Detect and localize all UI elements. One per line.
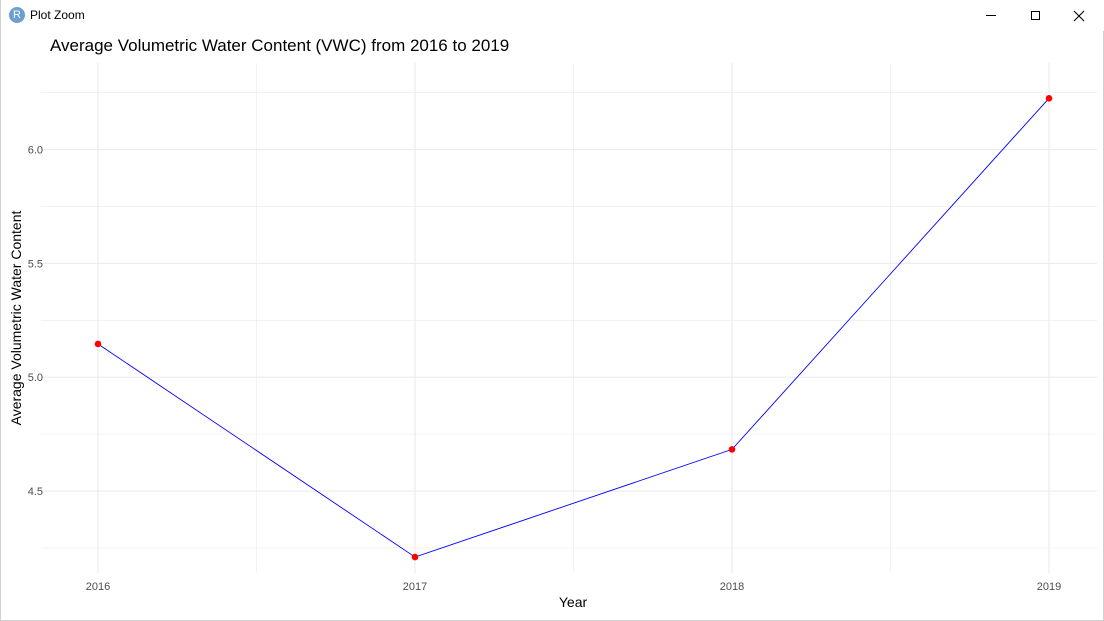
major-gridlines	[41, 63, 1097, 573]
x-tick-label: 2016	[86, 581, 110, 593]
y-tick-label: 5.5	[28, 258, 43, 270]
series-line	[97, 97, 1050, 558]
series-points	[94, 94, 1053, 561]
minor-gridlines	[41, 63, 1097, 573]
x-tick-label: 2018	[720, 581, 744, 593]
y-tick-label: 5.0	[28, 372, 43, 384]
maximize-button[interactable]	[1013, 0, 1057, 31]
series-lines	[97, 97, 1050, 558]
data-point	[728, 446, 736, 453]
x-axis-label: Year	[558, 594, 588, 610]
data-point	[1045, 94, 1053, 102]
r-app-icon: R	[9, 7, 25, 23]
minimize-icon	[986, 15, 996, 16]
x-tick-label: 2019	[1037, 581, 1061, 593]
minimize-button[interactable]	[969, 0, 1013, 31]
close-button[interactable]	[1057, 0, 1101, 31]
y-axis-label: Average Volumetric Water Content	[8, 210, 24, 426]
y-tick-labels: 4.5 5.0 5.5 6.0	[28, 145, 43, 499]
maximize-icon	[1030, 11, 1040, 20]
y-tick-label: 6.0	[28, 145, 43, 157]
data-point	[411, 553, 419, 561]
y-tick-label: 4.5	[28, 486, 43, 498]
data-point	[94, 340, 102, 348]
x-tick-labels: 2016 2017 2018 2019	[86, 581, 1061, 593]
chart-title: Average Volumetric Water Content (VWC) f…	[50, 36, 510, 55]
close-icon	[1073, 10, 1085, 21]
x-tick-label: 2017	[403, 581, 427, 593]
title-bar[interactable]: R Plot Zoom	[1, 0, 1104, 31]
window-title: Plot Zoom	[30, 8, 85, 22]
